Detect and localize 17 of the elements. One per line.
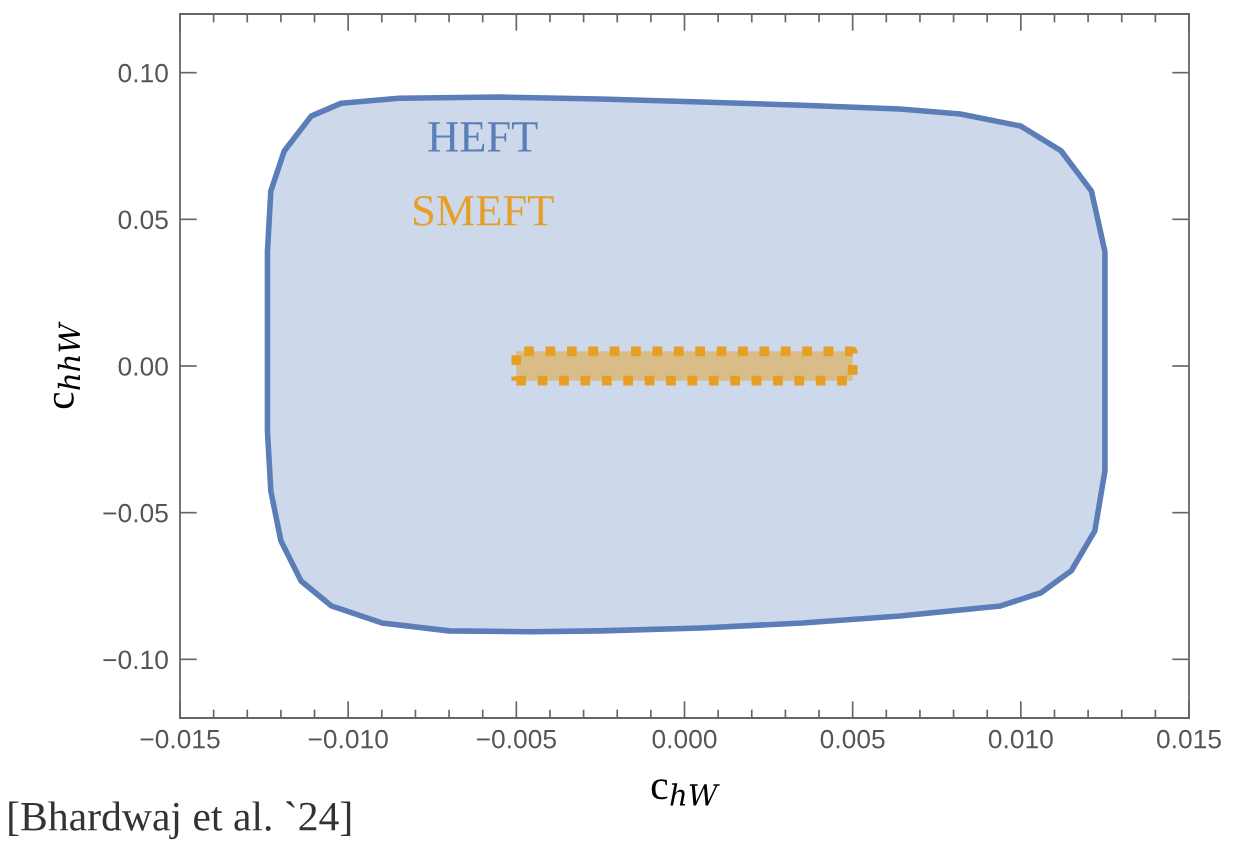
y-tick-label: 0.00 xyxy=(118,357,168,376)
x-axis-title: c$_{hW}$ xyxy=(651,779,720,806)
x-tick-label: −0.015 xyxy=(140,729,220,749)
y-tick-label: 0.05 xyxy=(118,210,168,230)
x-tick-label: 0.005 xyxy=(820,729,885,749)
y-axis-title: c$_{hhW}$ xyxy=(53,321,80,409)
y-tick-label: −0.05 xyxy=(103,503,168,523)
text: SMEFT xyxy=(414,195,554,226)
series-label: HEFT xyxy=(428,122,538,152)
x-tick-label: 0.010 xyxy=(988,729,1053,749)
x-tick-label: −0.010 xyxy=(308,729,388,749)
y-tick-label: 0.10 xyxy=(118,63,168,83)
y-tick-label: −0.10 xyxy=(103,650,168,670)
x-tick-label: 0.000 xyxy=(652,729,717,749)
x-tick-label: 0.015 xyxy=(1157,729,1221,749)
x-tick-label: −0.005 xyxy=(476,729,556,749)
text: [Bhardwaj et al. `24] xyxy=(9,801,351,840)
